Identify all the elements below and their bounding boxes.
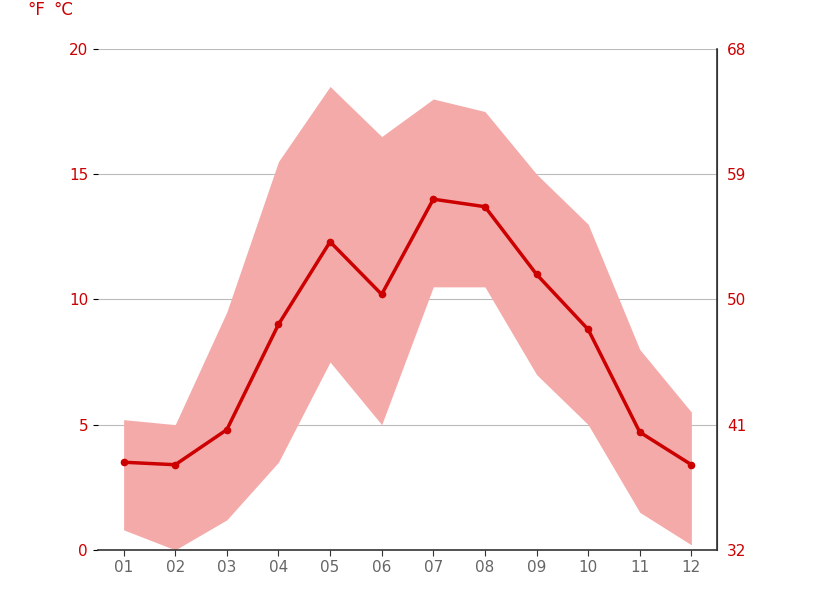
Text: °C: °C (54, 1, 73, 19)
Text: °F: °F (27, 1, 45, 19)
